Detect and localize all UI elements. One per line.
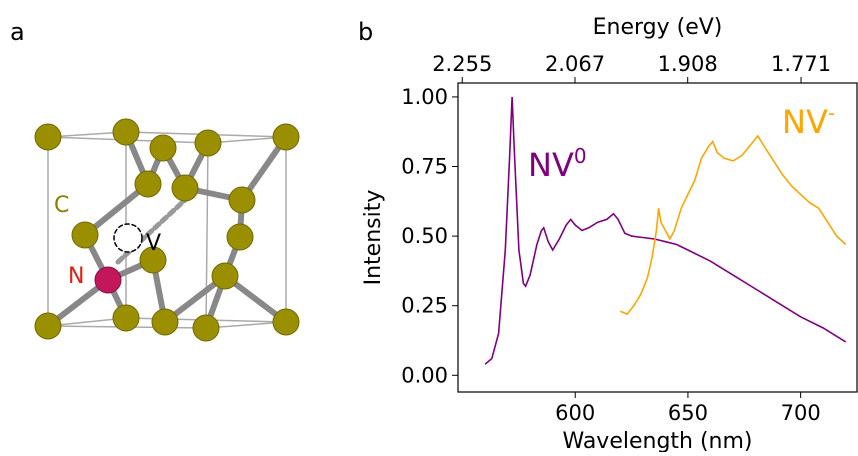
x-axis-label: Wavelength (nm) xyxy=(562,429,752,452)
x2-axis-label: Energy (eV) xyxy=(593,15,723,40)
y-tick-label: 0.25 xyxy=(401,294,448,318)
crystal-diagram xyxy=(34,118,300,342)
panel-label: a xyxy=(10,18,25,46)
spectrum-line xyxy=(619,134,847,316)
atom-label: C xyxy=(54,193,69,218)
atom-label: N xyxy=(68,264,84,289)
x-tick-label: 700 xyxy=(781,401,821,425)
series-annotation: NV- xyxy=(782,101,835,141)
x2-tick-label: 2.067 xyxy=(545,52,605,76)
spectrum-line xyxy=(484,96,847,365)
plot-frame xyxy=(457,82,858,393)
y-tick-label: 0.00 xyxy=(401,363,448,387)
x2-tick-label: 2.255 xyxy=(432,52,492,76)
annotation-sup: - xyxy=(828,101,835,125)
x-tick-label: 650 xyxy=(668,401,708,425)
y-axis-label: Intensity xyxy=(361,190,386,286)
x2-tick-label: 1.771 xyxy=(771,52,831,76)
y-tick-label: 1.00 xyxy=(401,85,448,109)
x-tick-label: 600 xyxy=(555,401,595,425)
y-tick-label: 0.50 xyxy=(401,224,448,248)
annotation-text: NV xyxy=(528,146,574,184)
panel-label: b xyxy=(358,18,373,46)
annotation-sup: 0 xyxy=(574,144,587,168)
y-tick-label: 0.75 xyxy=(401,155,448,179)
x2-tick-label: 1.908 xyxy=(658,52,718,76)
atom-label: V xyxy=(146,231,161,256)
series-annotation: NV0 xyxy=(528,144,587,184)
annotation-text: NV xyxy=(782,103,828,141)
